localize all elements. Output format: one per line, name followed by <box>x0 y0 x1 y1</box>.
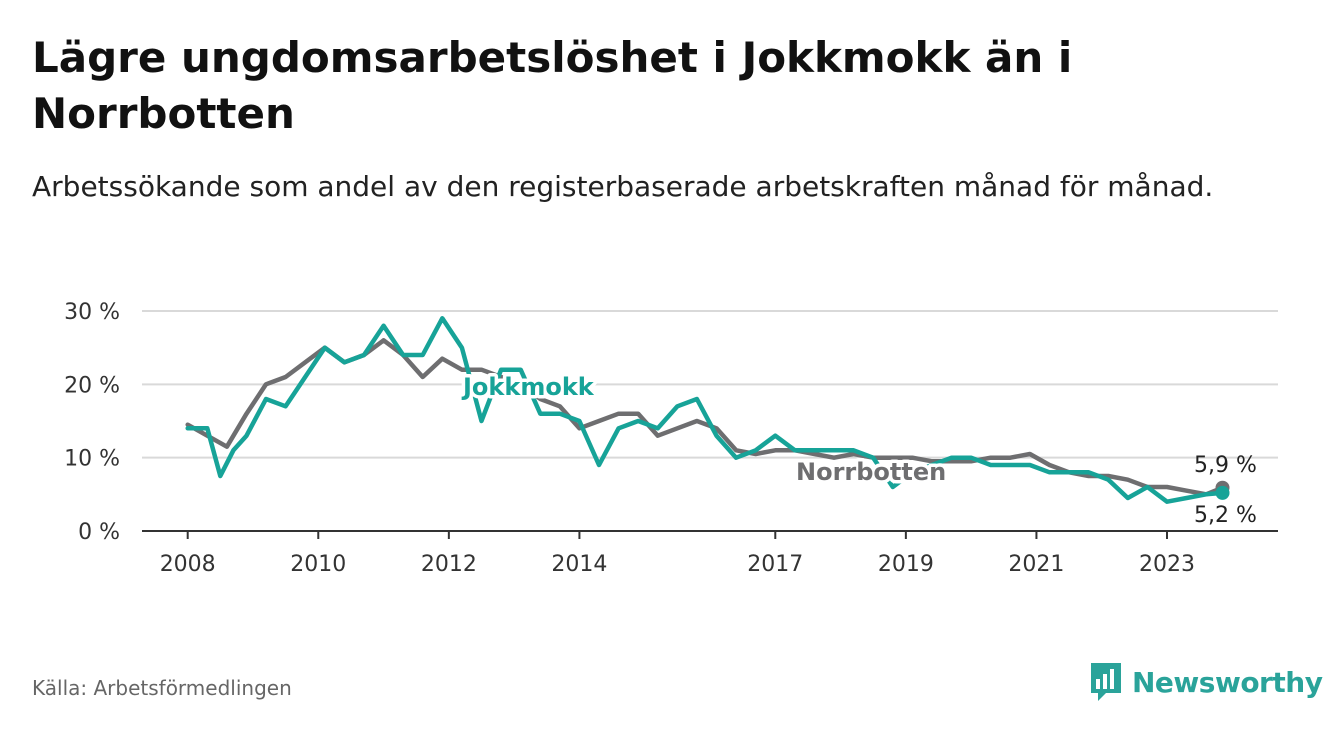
x-tick-label: 2010 <box>290 552 346 577</box>
y-tick-label: 0 % <box>78 520 120 545</box>
line-chart: 0 % 10 % 20 % 30 % 2008 2010 2012 2014 2017 2019… <box>64 300 1278 577</box>
chart-title: Lägre ungdomsarbetslöshet i Jokkmokk än … <box>32 33 1073 138</box>
x-tick-label: 2008 <box>160 552 216 577</box>
y-tick-label: 20 % <box>64 373 120 398</box>
gridlines <box>142 310 1278 532</box>
x-tick-label: 2012 <box>421 552 477 577</box>
x-axis-ticks: 2008 2010 2012 2014 2017 2019 2021 2023 <box>160 531 1195 577</box>
newsworthy-chart-icon <box>1091 663 1121 701</box>
x-tick-label: 2019 <box>878 552 934 577</box>
brand-name: Newsworthy <box>1132 665 1323 699</box>
series-label-jokkmokk: Jokkmokk <box>461 373 595 401</box>
end-point-jokkmokk <box>1215 485 1230 500</box>
series-line-jokkmokk <box>185 316 1225 504</box>
y-axis-ticks: 0 % 10 % 20 % 30 % <box>64 300 120 545</box>
y-tick-label: 10 % <box>64 447 120 472</box>
x-tick-label: 2023 <box>1139 552 1195 577</box>
end-label-norrbotten: 5,9 % <box>1194 453 1257 478</box>
end-label-jokkmokk: 5,2 % <box>1194 503 1257 528</box>
chart-subtitle: Arbetssökande som andel av den registerb… <box>32 170 1214 203</box>
x-tick-label: 2017 <box>747 552 803 577</box>
x-tick-label: 2014 <box>551 552 607 577</box>
series-labels: Jokkmokk Norrbotten 5,9 % 5,2 % <box>458 370 1257 529</box>
y-tick-label: 30 % <box>64 300 120 325</box>
source-note: Källa: Arbetsförmedlingen <box>32 676 292 700</box>
x-tick-label: 2021 <box>1008 552 1064 577</box>
series-lines <box>185 316 1230 504</box>
newsworthy-logo: Newsworthy <box>1088 660 1323 704</box>
series-label-norrbotten: Norrbotten <box>796 458 946 486</box>
